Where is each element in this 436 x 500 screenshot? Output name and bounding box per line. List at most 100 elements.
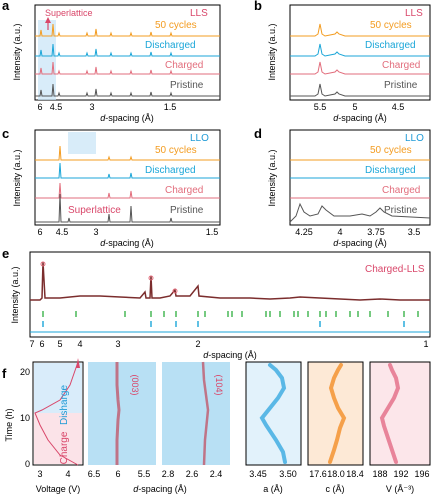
xlabel-f-v: V (Å⁻³): [386, 484, 414, 494]
series-discharged-a: [35, 43, 220, 57]
panel-b-frame: [289, 4, 431, 101]
f-a-frame: [245, 361, 302, 466]
ylabel-c: Intensity (a.u.): [12, 149, 22, 206]
superlattice-shade-a: [38, 20, 56, 100]
xtick-f-24: 2.4: [210, 469, 223, 479]
xtick-b-45: 4.5: [392, 102, 405, 112]
series-discharged-c: [35, 162, 220, 179]
xlabel-c: d-spacing (Å): [100, 238, 154, 248]
xtick-e-2: 2: [195, 339, 200, 349]
label-50cycles-b: 50 cycles: [370, 20, 412, 31]
series-discharged-b: [290, 43, 430, 57]
f-a-subplot: 3.45 3.50 a (Å): [245, 361, 302, 494]
xtick-a-3: 3: [89, 102, 94, 112]
xtick-e-3: 3: [115, 339, 120, 349]
label-discharged-d: Discharged: [365, 165, 416, 176]
annotation-superlattice-c: Superlattice: [68, 205, 121, 216]
series-50cycles-b: [290, 23, 430, 37]
panel-letter-c: c: [2, 126, 9, 141]
panel-letter-a: a: [2, 0, 10, 13]
xlabel-d: d-spacing (Å): [333, 238, 387, 248]
panel-f: f Time (h) 20 10 0 Disharge Charge 3 4 V…: [2, 358, 431, 494]
f-104-peak-trace: [201, 361, 210, 466]
xtick-f-v-196: 196: [414, 469, 429, 479]
series-charged-a: [35, 61, 220, 75]
panel-e-frame: [29, 251, 431, 338]
xlabel-b: d-spacing (Å): [333, 113, 387, 123]
series-50cycles-a: [35, 23, 220, 37]
xlabel-f-voltage: Voltage (V): [36, 484, 81, 494]
peak-label-104: (104): [214, 374, 224, 395]
ylabel-f: Time (h): [4, 408, 14, 441]
xtick-f-28: 2.8: [162, 469, 175, 479]
xlabel-f-dspacing: d-spacing (Å): [133, 484, 187, 494]
ylabel-d: Intensity (a.u.): [267, 149, 277, 206]
panel-a-frame: [34, 4, 221, 101]
label-pristine-c: Pristine: [170, 205, 204, 216]
label-pristine-b: Pristine: [384, 80, 418, 91]
obs-peak-2-e: [148, 275, 154, 281]
panel-c: c LLO 50 cycles Discharged Charged Prist…: [2, 126, 221, 248]
annotation-superlattice-a: Superlattice: [45, 8, 93, 18]
reflection-ticks-green-e: [42, 311, 419, 317]
label-50cycles-a: 50 cycles: [155, 20, 197, 31]
xtick-d-35: 3.5: [408, 227, 421, 237]
label-50cycles-c: 50 cycles: [155, 145, 197, 156]
f-v-frame: [369, 361, 431, 466]
xtick-c-45: 4.5: [56, 227, 69, 237]
xtick-e-4: 4: [77, 339, 82, 349]
xtick-c-3: 3: [93, 227, 98, 237]
ytick-f-0: 0: [25, 459, 30, 469]
xlabel-e: d-spacing (Å): [203, 350, 257, 360]
xtick-f-6: 6: [115, 469, 120, 479]
xlabel-a: d-spacing (Å): [100, 113, 154, 123]
series-charged-c: [35, 182, 220, 199]
label-pristine-d: Pristine: [384, 205, 418, 216]
obs-peak-3-e: [172, 288, 178, 294]
xtick-b-55: 5.5: [314, 102, 327, 112]
label-pristine-a: Pristine: [170, 80, 204, 91]
label-discharged-a: Discharged: [145, 40, 196, 51]
f-voltage-frame: [32, 361, 84, 466]
ytick-f-20: 20: [20, 367, 30, 377]
xtick-f-a-345: 3.45: [249, 469, 267, 479]
label-50cycles-d: 50 cycles: [370, 145, 412, 156]
f-104-bg: [162, 362, 230, 465]
series-charged-b: [290, 61, 430, 75]
series-pristine-a: [35, 83, 220, 97]
panel-e: e Charged-LLS Intensity (a.: [2, 246, 431, 360]
ylabel-b: Intensity (a.u.): [267, 23, 277, 80]
xtick-e-7: 7: [29, 339, 34, 349]
xtick-f-v4: 4: [65, 469, 70, 479]
label-charged-c: Charged: [165, 185, 203, 196]
tag-llo-c: LLO: [190, 133, 209, 144]
xlabel-f-c: c (Å): [326, 484, 345, 494]
panel-b: b LLS 50 cycles Discharged Charged Prist…: [254, 0, 431, 123]
tag-lls-b: LLS: [405, 8, 423, 19]
f-003-peak-trace: [115, 362, 121, 465]
voltage-arrow-f: [76, 358, 80, 368]
xtick-b-5: 5: [352, 102, 357, 112]
reflection-ticks-cyan-e: [42, 321, 405, 327]
series-50cycles-c: [35, 145, 220, 161]
series-pristine-b: [290, 83, 430, 97]
f-voltage-subplot: Disharge Charge 3 4 Voltage (V): [32, 358, 84, 494]
shade-c: [68, 132, 96, 154]
f-c-series: [328, 363, 347, 464]
xtick-e-6: 6: [39, 339, 44, 349]
f-c-subplot: 17.6 18.0 18.4 c (Å): [307, 361, 364, 494]
series-pristine-d: [289, 202, 431, 223]
xtick-d-4: 4: [337, 227, 342, 237]
xtick-a-45: 4.5: [50, 102, 63, 112]
label-discharged-c: Discharged: [145, 165, 196, 176]
f-003-heatmap: (003) 6.5 6 5.5: [88, 362, 156, 479]
peak-label-003: (003): [130, 374, 140, 395]
xtick-d-375: 3.75: [367, 227, 385, 237]
panel-d: d LLO 50 cycles Discharged Charged Prist…: [254, 126, 431, 248]
charge-label-f: Charge: [59, 431, 70, 464]
fit-line-e: [30, 261, 430, 301]
label-charged-b: Charged: [382, 60, 420, 71]
charge-region: [34, 413, 82, 464]
tag-lls-a: LLS: [190, 8, 208, 19]
